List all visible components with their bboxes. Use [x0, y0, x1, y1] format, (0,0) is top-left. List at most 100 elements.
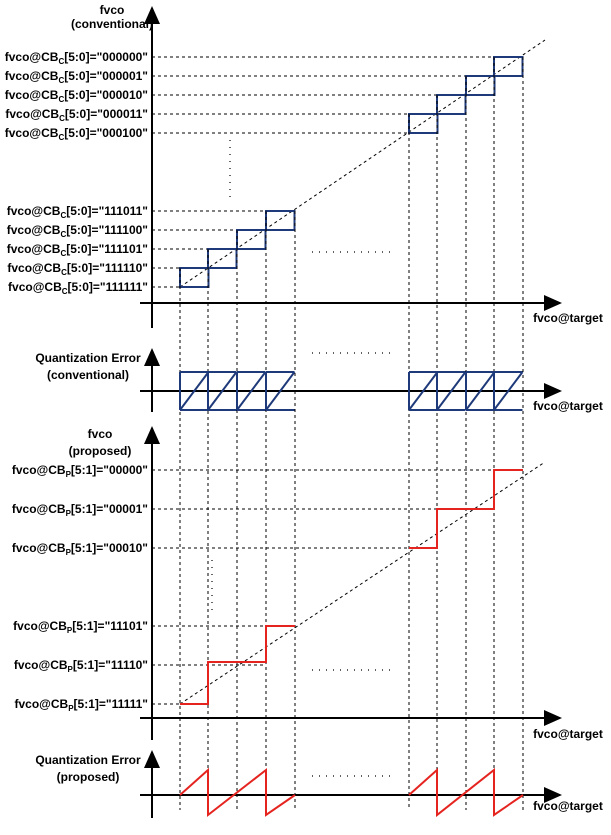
- code-box: [207, 248, 238, 269]
- label-prefix: fvco@CB: [12, 541, 66, 555]
- label-prefix: fvco@CB: [14, 697, 68, 711]
- level-label: fvco@CBP[5:1]="00001": [12, 502, 148, 518]
- label-prefix: fvco@CB: [5, 88, 59, 102]
- label-prefix: fvco@CB: [5, 107, 59, 121]
- level-label: fvco@CBC[5:0]="111100": [7, 223, 148, 239]
- label-range: [5:1]=: [72, 619, 104, 633]
- code-step: [180, 625, 295, 705]
- label-code: "11110": [105, 658, 148, 672]
- label-code: "000000": [97, 50, 148, 64]
- panel-subtitle: (conventional): [47, 368, 129, 382]
- code-box: [408, 113, 439, 134]
- level-label: fvco@CBC[5:0]="111101": [7, 242, 148, 258]
- label-range: [5:1]=: [74, 697, 106, 711]
- label-range: [5:0]=: [65, 107, 97, 121]
- code-box: [436, 94, 467, 115]
- x-axis-label: fvco@target: [533, 727, 603, 741]
- label-range: [5:0]=: [66, 223, 98, 237]
- code-box: [493, 56, 524, 77]
- x-axis-label: fvco@target: [533, 399, 603, 413]
- level-label: fvco@CBP[5:1]="11111": [14, 697, 148, 713]
- label-prefix: fvco@CB: [5, 50, 59, 64]
- axis-subtitle: (proposed): [69, 444, 132, 458]
- label-range: [5:0]=: [66, 242, 98, 256]
- error-saw: [265, 371, 296, 411]
- error-saw: [179, 767, 296, 818]
- label-code: "00010": [103, 541, 148, 555]
- label-sub: P: [68, 665, 74, 674]
- label-code: "111111": [100, 280, 148, 294]
- axes: [140, 6, 562, 818]
- label-code: "111011": [99, 204, 148, 218]
- label-sub: P: [67, 626, 73, 635]
- level-label: fvco@CBC[5:0]="111011": [7, 204, 148, 220]
- code-box: [236, 229, 267, 250]
- label-code: "000010": [97, 88, 148, 102]
- label-prefix: fvco@CB: [7, 223, 61, 237]
- label-range: [5:1]=: [73, 658, 105, 672]
- label-sub: C: [58, 57, 64, 66]
- error-saw: [436, 371, 467, 411]
- label-sub: C: [60, 211, 66, 220]
- label-range: [5:1]=: [71, 502, 103, 516]
- label-sub: P: [66, 509, 72, 518]
- label-prefix: fvco@CB: [5, 69, 59, 83]
- panel-title: Quantization Error: [35, 351, 141, 365]
- label-prefix: fvco@CB: [12, 463, 66, 477]
- label-code: "00000": [103, 463, 148, 477]
- label-sub: P: [66, 548, 72, 557]
- level-label: fvco@CBP[5:1]="11110": [14, 658, 148, 674]
- label-sub: C: [59, 114, 65, 123]
- level-label: fvco@CBC[5:0]="000000": [5, 50, 148, 66]
- code-step: [409, 469, 523, 549]
- label-sub: C: [60, 230, 66, 239]
- label-range: [5:0]=: [66, 204, 98, 218]
- level-label: fvco@CBC[5:0]="000011": [5, 107, 148, 123]
- level-label: fvco@CBC[5:0]="111110": [7, 261, 148, 277]
- label-code: "000100": [97, 126, 148, 140]
- code-box: [465, 75, 496, 96]
- label-code: "000011": [97, 107, 148, 121]
- error-saw: [493, 371, 524, 411]
- label-range: [5:0]=: [64, 50, 96, 64]
- error-saw: [408, 767, 524, 818]
- label-sub: C: [58, 95, 64, 104]
- error-saw: [465, 371, 496, 411]
- label-range: [5:0]=: [64, 126, 96, 140]
- panel-subtitle: (proposed): [57, 770, 120, 784]
- label-prefix: fvco@CB: [5, 126, 59, 140]
- error-saw: [408, 371, 439, 411]
- label-sub: C: [62, 287, 68, 296]
- axis-title: fvco: [100, 3, 125, 17]
- label-code: "111101": [99, 242, 148, 256]
- label-prefix: fvco@CB: [7, 242, 61, 256]
- label-sub: C: [61, 268, 67, 277]
- label-code: "11101": [105, 619, 148, 633]
- label-prefix: fvco@CB: [12, 502, 66, 516]
- error-saw: [207, 371, 238, 411]
- label-code: "11111": [106, 697, 148, 711]
- label-range: [5:0]=: [67, 261, 99, 275]
- level-label: fvco@CBP[5:1]="00010": [12, 541, 148, 557]
- error-saw: [179, 371, 210, 411]
- label-sub: C: [58, 133, 64, 142]
- label-code: "00001": [103, 502, 148, 516]
- axis-subtitle: (conventional): [71, 17, 153, 31]
- error-saw: [236, 371, 267, 411]
- code-box: [179, 267, 210, 288]
- label-prefix: fvco@CB: [13, 619, 67, 633]
- label-prefix: fvco@CB: [14, 658, 68, 672]
- x-axis-label: fvco@target: [533, 311, 603, 325]
- label-code: "111110": [99, 261, 148, 275]
- label-range: [5:1]=: [71, 541, 103, 555]
- label-prefix: fvco@CB: [7, 204, 61, 218]
- label-sub: C: [58, 76, 64, 85]
- level-label: fvco@CBP[5:1]="11101": [13, 619, 148, 635]
- label-code: "111100": [99, 223, 148, 237]
- level-label: fvco@CBC[5:0]="111111": [8, 280, 148, 296]
- label-range: [5:0]=: [68, 280, 100, 294]
- axis-title: fvco: [88, 427, 113, 441]
- label-code: "000001": [97, 69, 148, 83]
- label-range: [5:1]=: [71, 463, 103, 477]
- panel-title: Quantization Error: [35, 753, 141, 767]
